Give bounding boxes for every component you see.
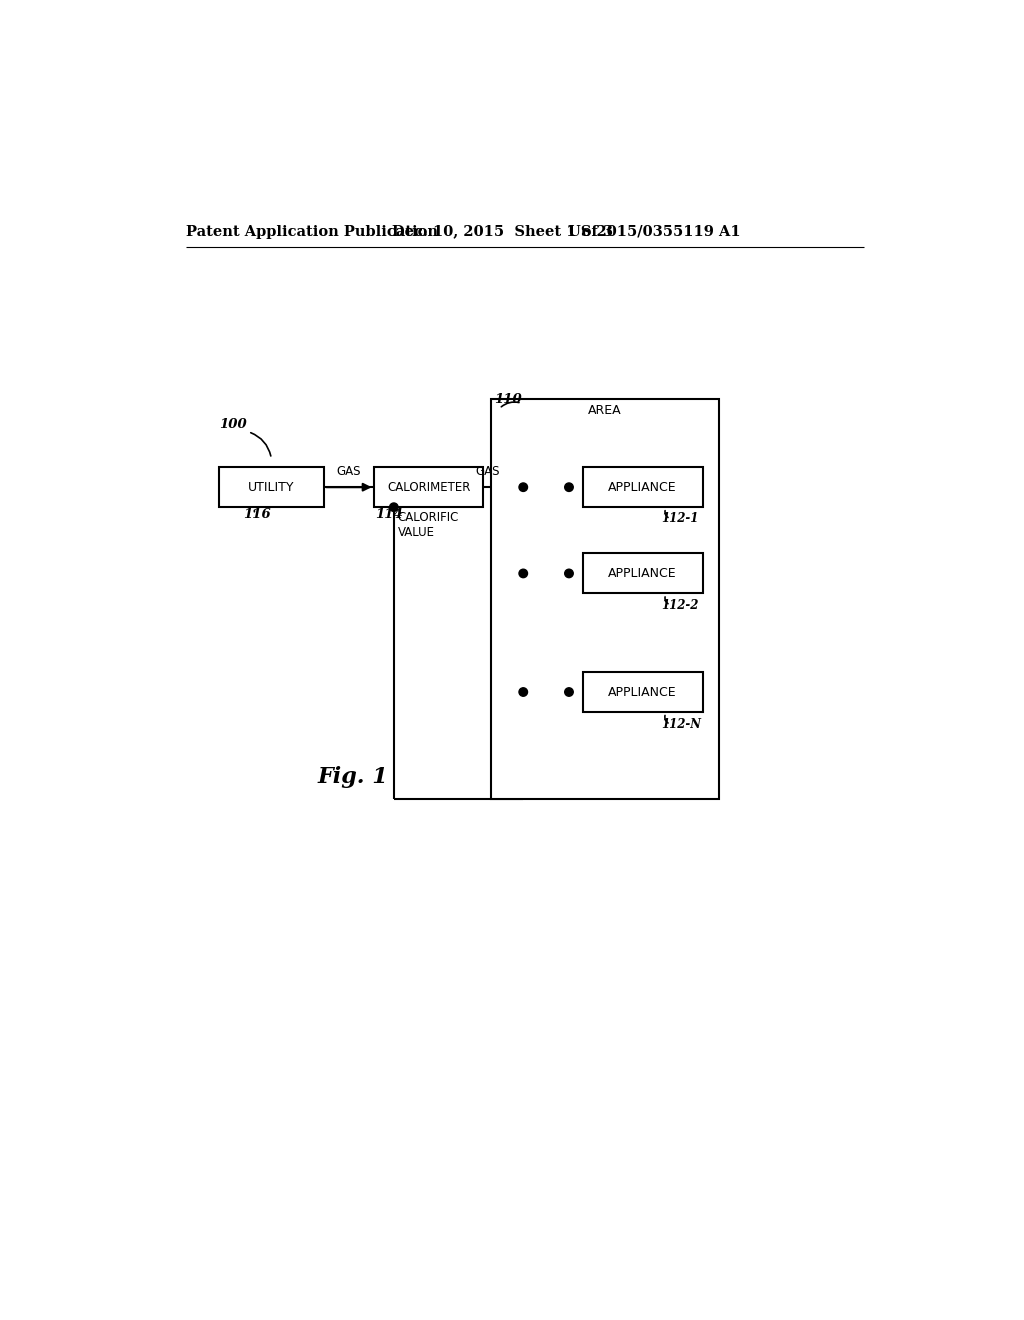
- Circle shape: [564, 688, 573, 696]
- Text: APPLIANCE: APPLIANCE: [608, 685, 677, 698]
- Text: Patent Application Publication: Patent Application Publication: [186, 224, 438, 239]
- Circle shape: [519, 688, 527, 696]
- FancyBboxPatch shape: [375, 467, 483, 507]
- Text: 116: 116: [243, 508, 270, 520]
- Text: UTILITY: UTILITY: [248, 480, 295, 494]
- Text: APPLIANCE: APPLIANCE: [608, 566, 677, 579]
- Text: 112-N: 112-N: [662, 718, 701, 731]
- Text: 112-2: 112-2: [662, 598, 698, 611]
- Text: APPLIANCE: APPLIANCE: [608, 480, 677, 494]
- Circle shape: [519, 569, 527, 578]
- Text: 114: 114: [375, 508, 403, 520]
- FancyBboxPatch shape: [492, 399, 719, 799]
- FancyBboxPatch shape: [583, 467, 702, 507]
- Circle shape: [564, 569, 573, 578]
- Text: AREA: AREA: [588, 404, 622, 417]
- FancyBboxPatch shape: [583, 672, 702, 711]
- Text: CALORIMETER: CALORIMETER: [387, 480, 470, 494]
- Text: CALORIFIC
VALUE: CALORIFIC VALUE: [397, 511, 459, 539]
- Circle shape: [564, 483, 573, 491]
- FancyBboxPatch shape: [583, 553, 702, 594]
- Text: 110: 110: [495, 393, 522, 407]
- Text: 112-1: 112-1: [662, 512, 698, 525]
- FancyBboxPatch shape: [219, 467, 324, 507]
- Text: US 2015/0355119 A1: US 2015/0355119 A1: [568, 224, 740, 239]
- Text: GAS: GAS: [475, 465, 500, 478]
- Circle shape: [519, 483, 527, 491]
- Text: Dec. 10, 2015  Sheet 1 of 3: Dec. 10, 2015 Sheet 1 of 3: [391, 224, 612, 239]
- Circle shape: [389, 503, 398, 511]
- Text: GAS: GAS: [337, 465, 361, 478]
- Text: Fig. 1: Fig. 1: [317, 766, 389, 788]
- Text: 100: 100: [219, 417, 247, 430]
